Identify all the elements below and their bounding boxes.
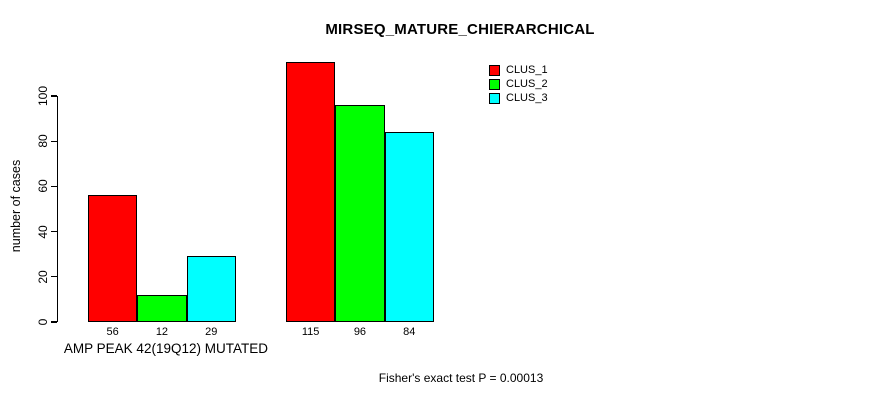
group-label: AMP PEAK 42(19Q12) MUTATED <box>63 341 268 356</box>
bar-clus_3-group1 <box>186 256 236 322</box>
y-axis-tick-label: 20 <box>36 270 50 284</box>
y-axis-tick-label: 40 <box>36 224 50 239</box>
y-axis-tick-label: 80 <box>36 134 50 148</box>
y-axis-tick <box>50 230 57 233</box>
legend-label: CLUS_3 <box>506 92 548 105</box>
bar-clus_1-group1 <box>88 195 138 322</box>
y-axis-tick <box>50 276 57 278</box>
legend-item: CLUS_1 <box>489 63 548 77</box>
bar-clus_2-group2 <box>335 105 385 322</box>
bar-clus_3-group2 <box>384 132 434 322</box>
y-axis-tick <box>50 140 57 142</box>
chart-title: MIRSEQ_MATURE_CHIERARCHICAL <box>325 21 595 38</box>
bar-value-label: 29 <box>205 326 218 338</box>
bar-value-label: 96 <box>353 326 367 338</box>
bar-clus_1-group2 <box>286 62 336 322</box>
bar-clus_2-group1 <box>137 294 187 322</box>
y-axis-label: number of cases <box>9 159 23 253</box>
legend-swatch-icon <box>489 93 500 105</box>
legend: CLUS_1 CLUS_2 CLUS_3 <box>489 63 548 106</box>
legend-label: CLUS_2 <box>506 77 548 90</box>
legend-swatch-icon <box>489 78 500 90</box>
y-axis-tick <box>50 185 57 188</box>
y-axis-tick-label: 60 <box>36 179 50 194</box>
y-axis-tick <box>50 321 57 323</box>
bar-value-label: 84 <box>403 326 416 338</box>
y-axis-tick <box>50 95 57 97</box>
bar-value-label: 56 <box>106 326 119 338</box>
y-axis-tick-label: 0 <box>36 318 50 326</box>
legend-label: CLUS_1 <box>506 63 548 76</box>
y-axis-line <box>56 96 58 322</box>
y-axis-tick-label: 100 <box>36 85 50 107</box>
bar-value-label: 115 <box>301 326 320 338</box>
legend-swatch-icon <box>489 64 500 76</box>
legend-item: CLUS_3 <box>489 92 548 106</box>
bar-value-label: 12 <box>155 326 169 338</box>
legend-item: CLUS_2 <box>489 77 548 91</box>
annotation-text: Fisher's exact test P = 0.00013 <box>378 371 544 385</box>
